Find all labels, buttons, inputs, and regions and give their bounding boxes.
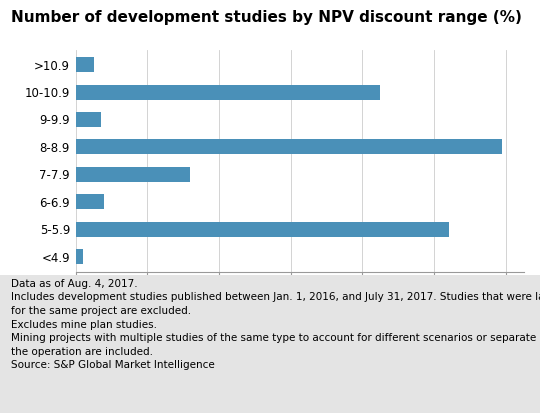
Bar bbox=[76, 194, 104, 209]
Bar bbox=[76, 222, 449, 237]
Bar bbox=[76, 57, 93, 72]
X-axis label: Number of studies: Number of studies bbox=[242, 299, 357, 312]
Bar bbox=[76, 167, 190, 182]
Text: Number of development studies by NPV discount range (%): Number of development studies by NPV dis… bbox=[11, 10, 522, 25]
Bar bbox=[76, 249, 83, 264]
Bar bbox=[76, 112, 100, 127]
Bar bbox=[76, 85, 380, 100]
Text: Data as of Aug. 4, 2017.
Includes development studies published between Jan. 1, : Data as of Aug. 4, 2017. Includes develo… bbox=[11, 279, 540, 370]
Bar bbox=[76, 139, 502, 154]
